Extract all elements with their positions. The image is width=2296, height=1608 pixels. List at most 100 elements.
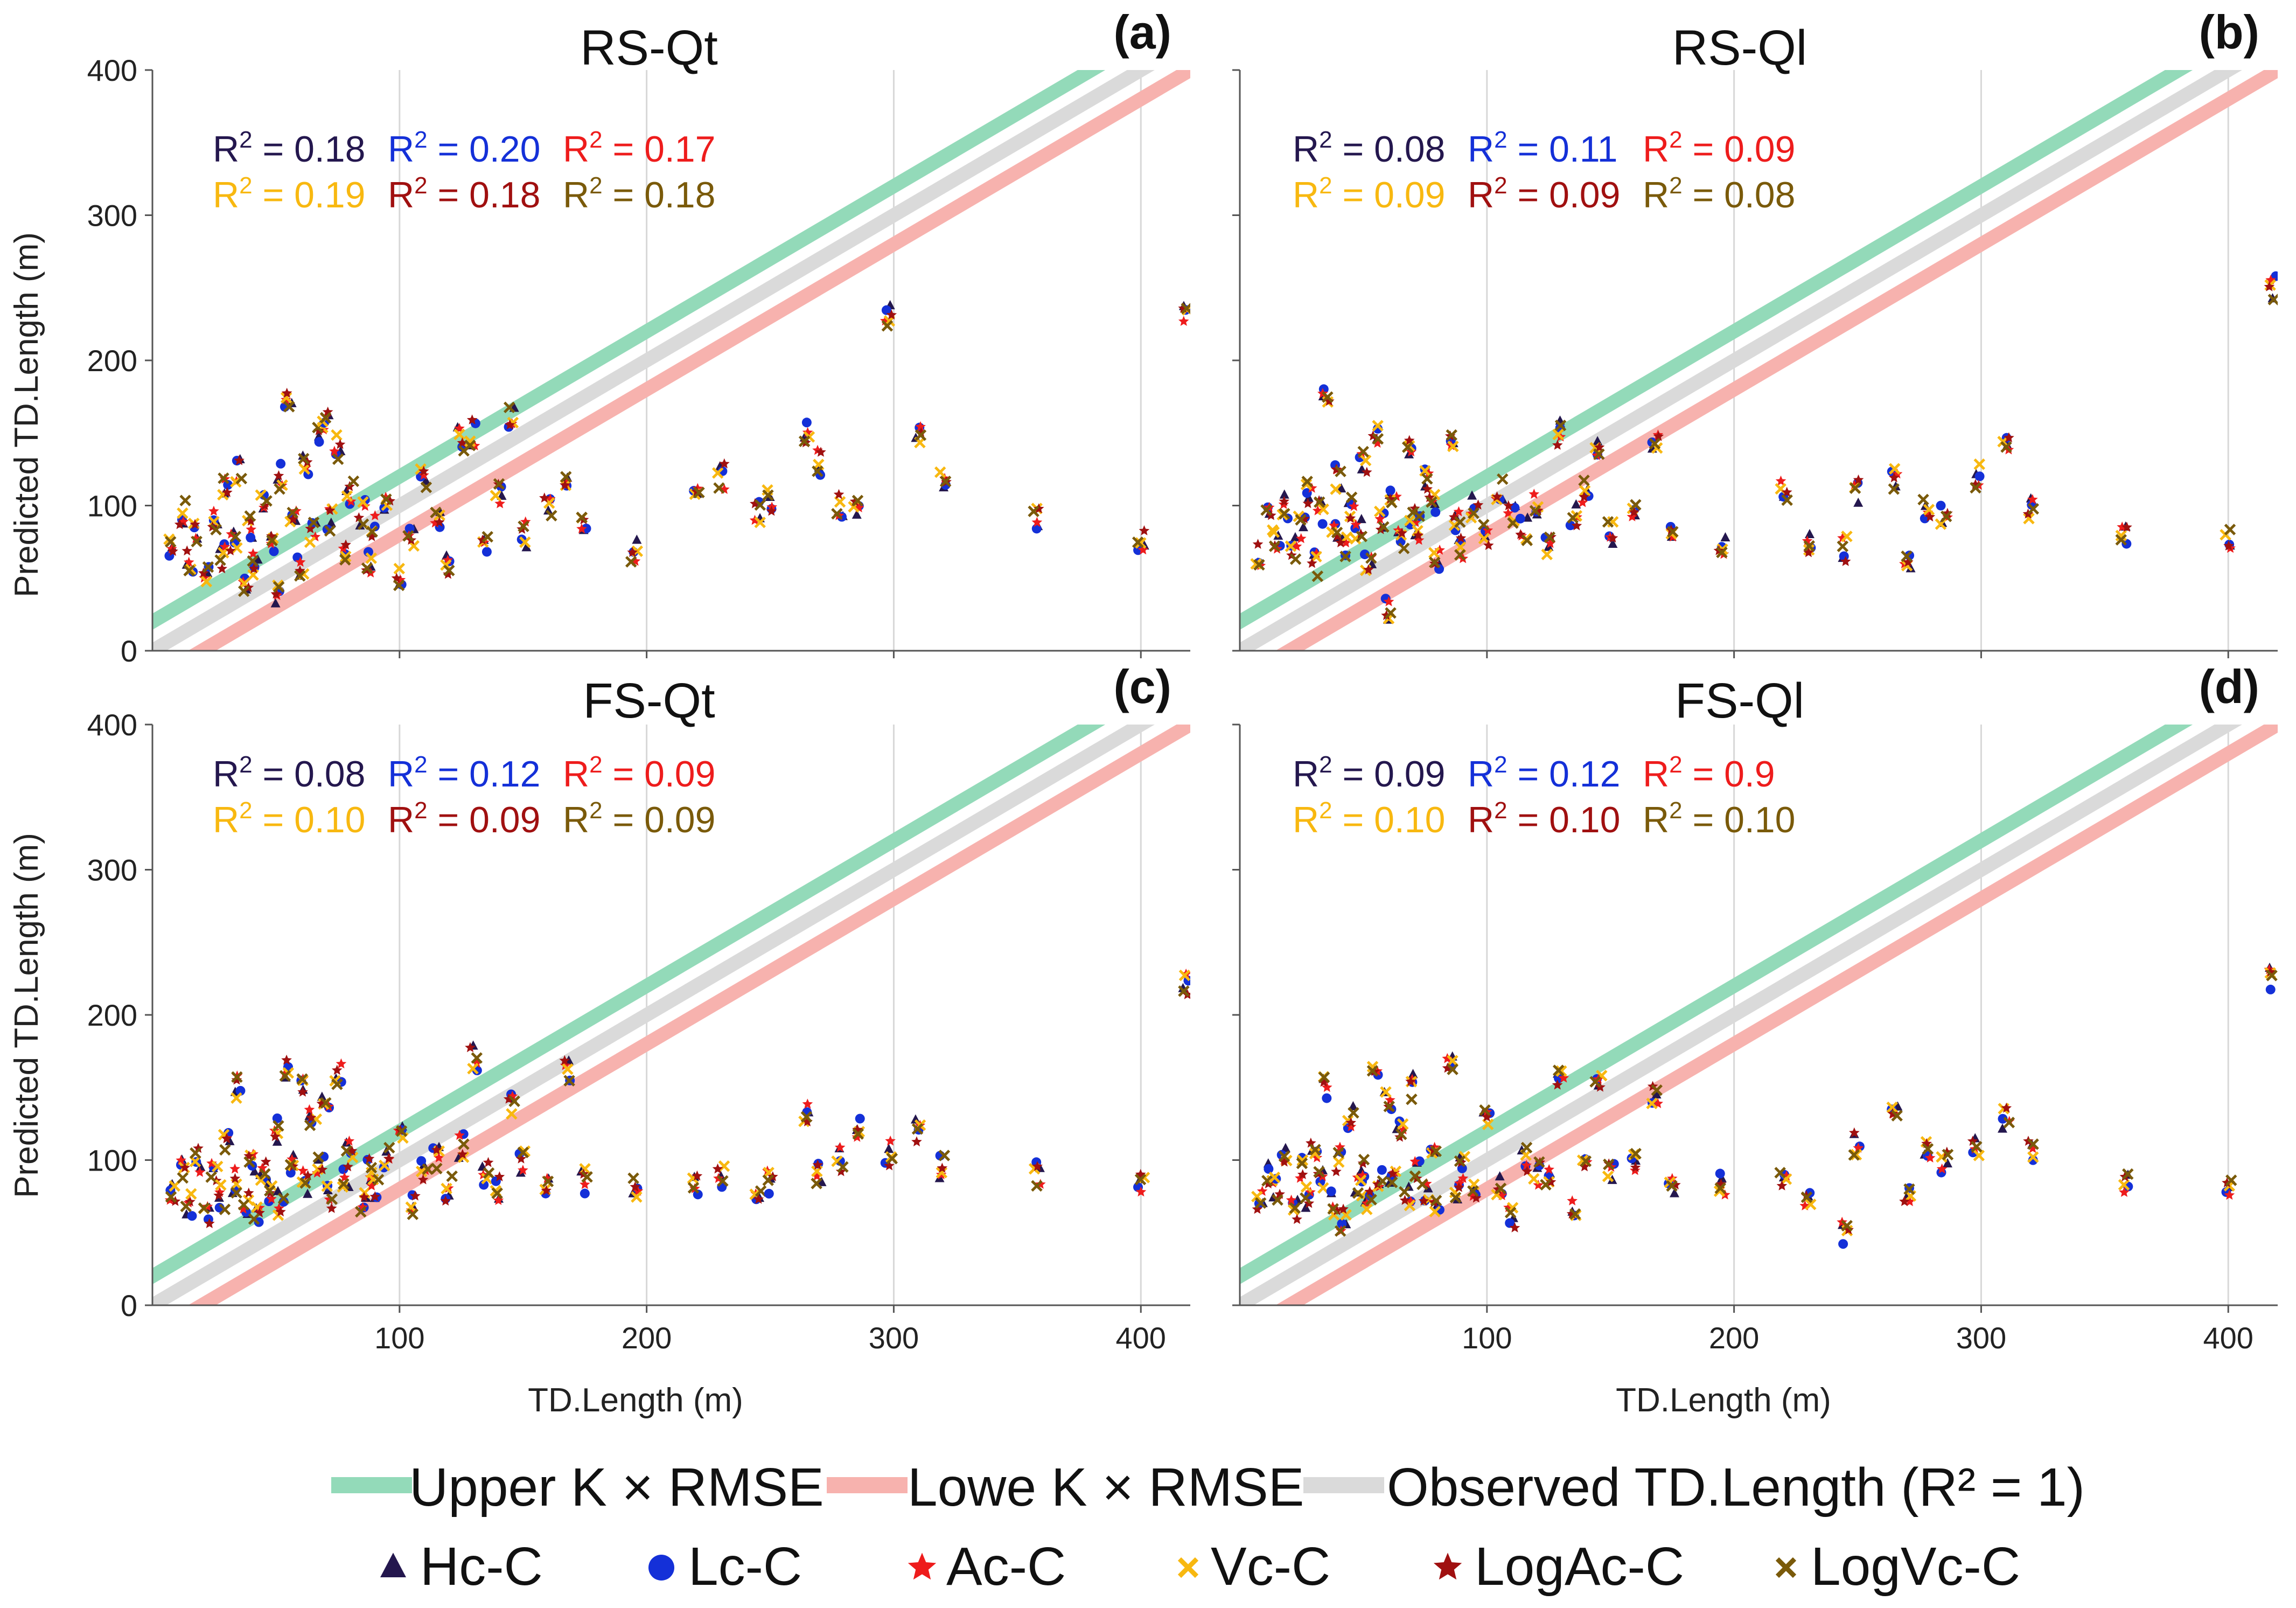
data-point <box>1300 478 1313 491</box>
data-point <box>440 559 452 571</box>
data-point <box>1377 1165 1387 1175</box>
data-point <box>1314 496 1325 508</box>
data-point <box>273 1120 284 1132</box>
legend-logac-label: LogAc-C <box>1475 1536 1684 1597</box>
data-point <box>326 517 336 527</box>
data-point <box>936 1167 948 1179</box>
data-point <box>1544 531 1556 544</box>
data-point <box>238 585 250 597</box>
data-point <box>304 1119 316 1131</box>
data-point <box>1603 1158 1615 1171</box>
x-tick-label: 300 <box>1956 1321 2006 1355</box>
data-point <box>562 1063 574 1075</box>
data-point <box>801 417 812 428</box>
data-point <box>453 428 465 441</box>
data-point <box>1365 1194 1377 1206</box>
y-tick-label: 200 <box>87 998 137 1032</box>
data-point <box>193 1143 204 1153</box>
data-point <box>1413 510 1425 523</box>
data-point <box>1448 519 1461 531</box>
data-point <box>1924 511 1936 522</box>
panel-c-ticks: 0 100 200 300 400 100 200 300 400 <box>87 708 1166 1355</box>
data-point <box>1332 1147 1344 1159</box>
data-point <box>1359 454 1372 467</box>
data-point <box>1366 1065 1379 1077</box>
data-point <box>235 472 248 485</box>
data-point <box>1377 1175 1388 1187</box>
data-point <box>1492 1184 1504 1194</box>
data-point <box>1406 1093 1418 1105</box>
data-point <box>1318 1076 1329 1087</box>
data-point <box>855 1113 865 1124</box>
data-point <box>248 563 260 574</box>
data-point <box>1345 491 1358 504</box>
r2-annotation: R2 = 0.08 <box>1643 172 1795 215</box>
data-point <box>1838 1239 1848 1249</box>
y-tick-label: 400 <box>87 53 137 87</box>
panel-c-points <box>164 969 1190 1228</box>
r2-annotation: R2 = 0.19 <box>213 172 365 215</box>
r2-annotation: R2 = 0.11 <box>1468 127 1617 170</box>
data-point <box>341 1137 352 1147</box>
data-point <box>191 535 203 547</box>
legend-logvc-marker <box>1775 1557 1797 1578</box>
data-point <box>481 547 492 557</box>
data-point <box>1359 549 1370 560</box>
data-point <box>1495 1182 1507 1194</box>
data-point <box>1602 516 1614 528</box>
data-point <box>259 500 270 510</box>
data-point <box>508 1095 520 1108</box>
data-point <box>213 1190 224 1200</box>
data-point <box>341 490 353 502</box>
data-point <box>1301 1202 1311 1212</box>
data-point <box>632 534 642 544</box>
data-point <box>1365 552 1377 564</box>
data-point <box>297 453 310 465</box>
data-point <box>211 1160 224 1173</box>
data-point <box>464 440 476 451</box>
data-point <box>255 1174 267 1186</box>
data-point <box>1327 1203 1339 1215</box>
data-point <box>1386 497 1398 509</box>
data-point <box>1565 520 1575 531</box>
data-point <box>753 1193 764 1204</box>
panel-b: RS-Ql (b) R2 = 0.08 R2 = 0.11 R2 = 0.09R2 … <box>1232 5 2278 658</box>
data-point <box>1719 1189 1730 1200</box>
data-point <box>1917 493 1929 506</box>
data-point <box>1495 1171 1505 1181</box>
data-point <box>190 1147 201 1159</box>
data-point <box>1544 1164 1554 1174</box>
data-point <box>364 1153 375 1164</box>
y-tick-label: 300 <box>87 199 137 233</box>
data-point <box>1850 1148 1862 1161</box>
data-point <box>246 532 256 542</box>
data-point <box>1345 512 1356 523</box>
data-point <box>2119 1187 2130 1197</box>
data-point <box>1178 985 1190 997</box>
data-point <box>269 546 279 556</box>
data-point <box>1031 524 1042 534</box>
data-point <box>260 1156 271 1167</box>
data-point <box>518 1165 528 1175</box>
data-point <box>385 495 396 506</box>
data-point <box>1943 1158 1953 1168</box>
data-point <box>1576 1154 1589 1166</box>
panel-a-label: (a) <box>1113 5 1171 59</box>
data-point <box>1627 511 1638 521</box>
data-point <box>886 309 897 320</box>
data-point <box>1580 1155 1592 1167</box>
data-point <box>337 1181 349 1193</box>
data-point <box>1971 1141 1983 1153</box>
data-point <box>1803 547 1814 558</box>
data-point <box>1998 1113 2008 1124</box>
data-point <box>366 1180 377 1191</box>
data-point <box>766 505 777 516</box>
data-point <box>372 1174 385 1186</box>
data-point <box>1540 1179 1552 1191</box>
data-point <box>1250 558 1262 570</box>
data-point <box>1447 440 1459 453</box>
data-point <box>1178 969 1190 981</box>
data-point <box>1629 506 1639 517</box>
data-point <box>308 517 320 528</box>
data-point <box>208 505 219 516</box>
